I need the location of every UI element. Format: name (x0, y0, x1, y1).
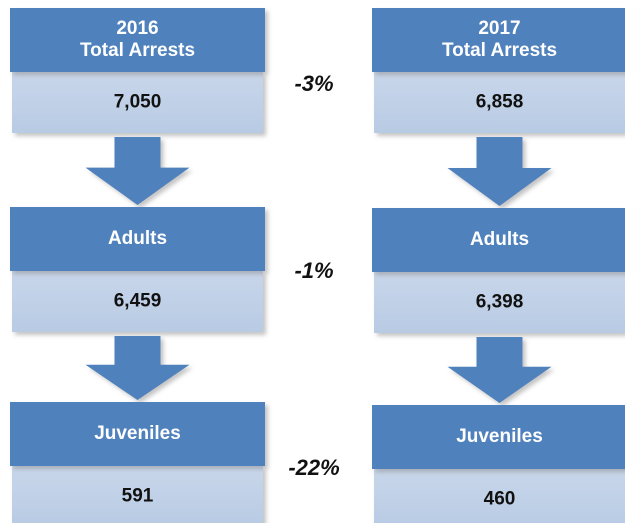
down-arrow (85, 336, 190, 400)
value-text: 591 (122, 486, 154, 507)
header-box (372, 208, 625, 272)
header-text: Adults (108, 228, 167, 249)
value-box (12, 271, 263, 332)
change-text: -1% (294, 258, 333, 283)
header-text: 2016 (116, 18, 158, 39)
header-text: 2017 (478, 18, 520, 39)
down-arrow (447, 137, 552, 206)
header-text: Total Arrests (442, 40, 557, 61)
value-box (374, 272, 625, 333)
header-box (10, 207, 265, 271)
value-text: 7,050 (114, 92, 162, 113)
value-box (374, 469, 625, 523)
down-arrow (85, 137, 190, 205)
header-text: Total Arrests (80, 40, 195, 61)
value-box (12, 466, 263, 523)
header-box (10, 402, 265, 466)
header-box (372, 8, 625, 72)
header-text: Adults (470, 229, 529, 250)
value-box (12, 72, 263, 133)
value-text: 460 (484, 489, 516, 510)
header-text: Juveniles (94, 423, 181, 444)
value-text: 6,858 (476, 92, 524, 113)
value-box (374, 72, 625, 133)
header-box (372, 405, 625, 469)
change-text: -22% (288, 455, 339, 480)
value-text: 6,398 (476, 292, 524, 313)
change-text: -3% (294, 71, 333, 96)
header-text: Juveniles (456, 426, 543, 447)
down-arrow (447, 337, 552, 403)
value-text: 6,459 (114, 291, 162, 312)
header-box (10, 8, 265, 72)
